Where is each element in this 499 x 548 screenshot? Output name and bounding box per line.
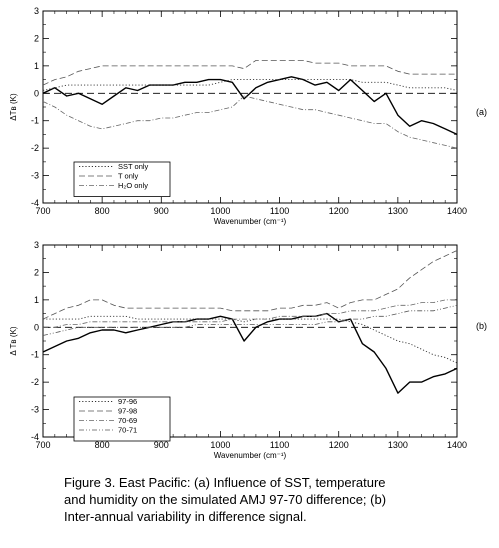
legend-label: 70-69 (118, 416, 137, 425)
series-line-97-98 (42, 250, 458, 320)
panel-label: (a) (476, 107, 487, 117)
y-tick-label: -3 (31, 405, 39, 415)
x-axis-label: Wavenumber (cm⁻¹) (214, 217, 287, 226)
x-tick-label: 1300 (388, 206, 408, 216)
legend-box (73, 396, 171, 442)
x-tick-label: 1000 (210, 206, 230, 216)
y-tick-label: -4 (31, 432, 39, 442)
series-line-70-71 (42, 304, 458, 336)
series-line-97-96 (43, 315, 458, 364)
legend-label: 97-98 (118, 407, 137, 416)
y-tick-label: -1 (31, 350, 39, 360)
x-tick-label: 900 (154, 440, 169, 450)
legend-label: H₂O only (118, 181, 148, 190)
x-tick-label: 1200 (329, 440, 349, 450)
x-tick-label: 800 (95, 440, 110, 450)
caption-line-3: Inter-annual variability in difference s… (64, 509, 307, 524)
series-line-difference (42, 312, 458, 394)
legend-box (73, 161, 171, 197)
y-tick-label: 2 (34, 267, 39, 277)
series-line-h-o-only (42, 95, 458, 149)
panel-label: (b) (476, 321, 487, 331)
series-line-70-69 (43, 299, 457, 328)
series-line-difference (42, 76, 458, 136)
panel-a: 700 800 900 1000 1100 1200 1300 1400 -4 -3 -2 -1 0 1 2… (9, 6, 487, 226)
caption-line-2: and humidity on the simulated AMJ 97-70 … (64, 492, 387, 507)
y-axis-label: ΔTʙ (K) (9, 93, 18, 121)
legend-label: SST only (118, 162, 149, 171)
legend-label: 70-71 (118, 426, 137, 435)
y-tick-label: 1 (34, 61, 39, 71)
x-axis-label: Wavenumber (cm⁻¹) (214, 451, 287, 460)
x-tick-label: 1400 (447, 440, 467, 450)
x-tick-label: 1300 (388, 440, 408, 450)
x-tick-label: 900 (154, 206, 169, 216)
panel-b: 700 800 900 1000 1100 1200 1300 1400 -4 -3 -2 -1 0 1 2… (9, 240, 487, 460)
y-tick-label: -4 (31, 198, 39, 208)
x-tick-label: 800 (95, 206, 110, 216)
legend-label: 97-96 (118, 397, 137, 406)
y-tick-label: 0 (34, 88, 39, 98)
y-tick-label: -2 (31, 143, 39, 153)
x-tick-label: 1200 (329, 206, 349, 216)
x-tick-label: 700 (35, 440, 50, 450)
y-axis-label: Δ Tʙ (K) (9, 326, 18, 355)
x-tick-label: 700 (35, 206, 50, 216)
series-line-sst-only (42, 79, 458, 91)
y-tick-label: 3 (34, 6, 39, 16)
y-tick-label: 1 (34, 295, 39, 305)
x-tick-label: 1000 (210, 440, 230, 450)
legend-label: T only (118, 172, 139, 181)
x-tick-label: 1100 (270, 206, 289, 216)
y-tick-label: -1 (31, 116, 39, 126)
series-line-t-only (42, 60, 457, 86)
caption-line-1: Figure 3. East Pacific: (a) Influence of… (64, 475, 386, 490)
y-tick-label: -2 (31, 377, 39, 387)
x-tick-label: 1400 (447, 206, 467, 216)
figure-caption: Figure 3. East Pacific: (a) Influence of… (64, 474, 484, 525)
y-tick-label: 3 (34, 240, 39, 250)
y-tick-label: -3 (31, 171, 39, 181)
x-tick-label: 1100 (270, 440, 289, 450)
y-tick-label: 0 (34, 322, 39, 332)
y-tick-label: 2 (34, 33, 39, 43)
